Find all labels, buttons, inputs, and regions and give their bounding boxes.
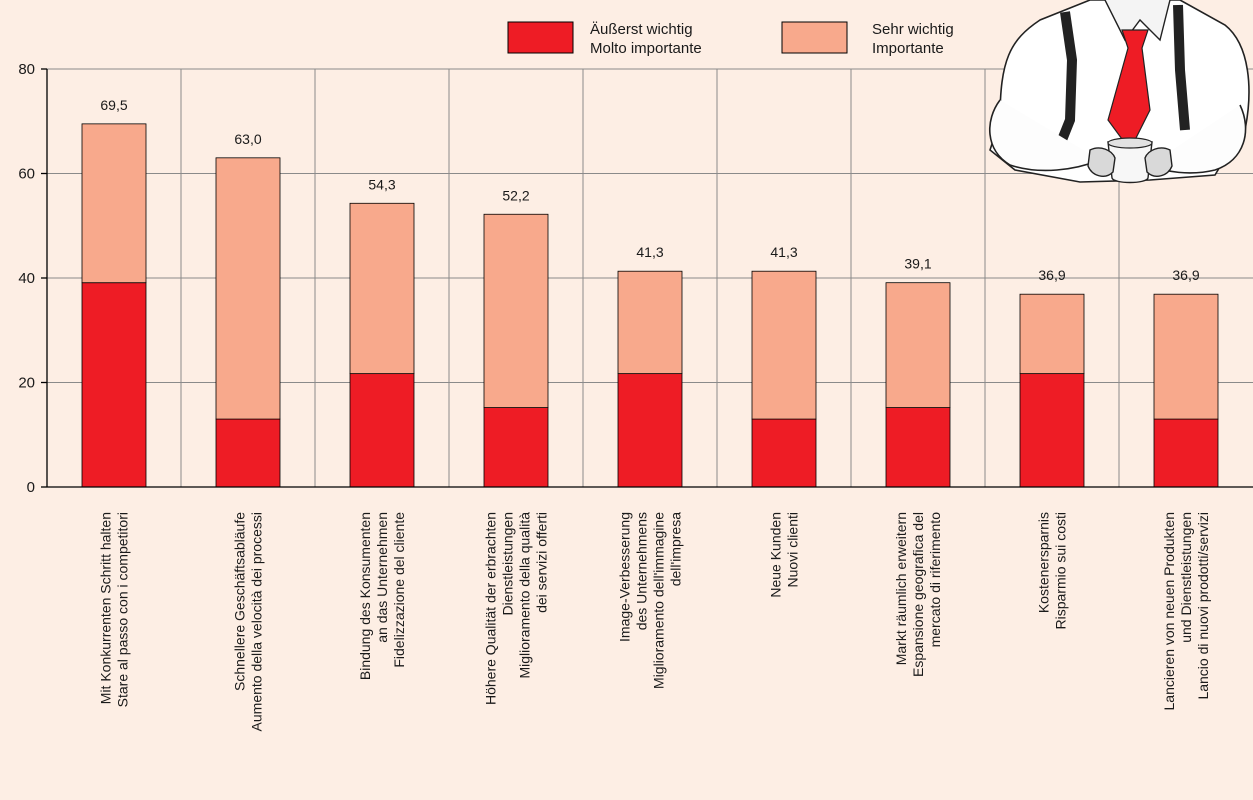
- bar-very-important-5: [751, 270, 817, 420]
- category-label-3: Höhere Qualität der erbrachten Dienstleis…: [483, 512, 550, 705]
- category-label-7: Kostenersparnis Risparmio sui costi: [1036, 512, 1069, 629]
- value-label-6: 39,1: [904, 256, 931, 272]
- left-hand: [1087, 147, 1116, 177]
- bar-very-important-2: [349, 202, 415, 375]
- legend-swatch-extremely-important: [507, 21, 574, 54]
- right-hand: [1144, 147, 1173, 177]
- category-label-7-line-1: Risparmio sui costi: [1053, 512, 1069, 629]
- category-label-5: Neue Kunden Nuovi clienti: [768, 512, 801, 598]
- red-tie: [1107, 29, 1151, 152]
- bar-very-important-3: [483, 213, 549, 408]
- bar-extremely-important-5: [751, 418, 817, 488]
- cup-icon: [1107, 141, 1153, 184]
- value-label-7: 36,9: [1038, 267, 1065, 283]
- left-suspender: [1053, 11, 1078, 152]
- man-with-red-tie-illustration: [989, 0, 1250, 184]
- category-label-2-line-2: Fidelizzazione del cliente: [391, 512, 407, 668]
- category-label-1: Schnellere Geschäftsabläufe Aumento della…: [232, 512, 265, 732]
- category-label-6-line-0: Markt räumlich erweitern: [893, 512, 909, 665]
- category-label-4-line-0: Image-Verbesserung: [617, 512, 633, 642]
- category-label-8-line-0: Lancieren von neuen Produkten: [1161, 512, 1177, 710]
- category-label-5-line-0: Neue Kunden: [768, 512, 784, 598]
- bar-extremely-important-4: [617, 373, 683, 488]
- legend-swatch-very-important: [781, 21, 848, 54]
- legend-label-very-important-it: Importante: [872, 40, 944, 57]
- category-label-0: Mit Konkurrenten Schritt halten Stare al …: [98, 512, 131, 707]
- category-label-1-line-1: Aumento della velocità dei processi: [249, 512, 265, 731]
- legend-label-extremely-important-de: Äußerst wichtig: [590, 21, 693, 38]
- category-label-5-line-1: Nuovi clienti: [785, 512, 801, 587]
- right-suspender: [1173, 4, 1190, 131]
- bar-extremely-important-3: [483, 407, 549, 488]
- y-tick-label-1: 20: [18, 375, 35, 392]
- category-label-6: Markt räumlich erweitern Espansione geogr…: [893, 512, 943, 677]
- bar-extremely-important-7: [1019, 373, 1085, 488]
- category-label-4-line-1: des Unternehmens: [634, 512, 650, 630]
- value-label-3: 52,2: [502, 187, 529, 203]
- value-label-5: 41,3: [770, 244, 797, 260]
- bar-very-important-1: [215, 157, 281, 420]
- category-label-8-line-2: Lancio di nuovi prodotti/servizi: [1195, 512, 1211, 700]
- bar-very-important-4: [617, 270, 683, 375]
- y-tick-label-2: 40: [18, 270, 35, 287]
- value-label-0: 69,5: [100, 97, 127, 113]
- category-label-3-line-2: Miglioramento della qualità: [517, 512, 533, 679]
- left-arm: [989, 99, 1101, 172]
- value-labels: 69,5 63,0 54,3 52,2 41,3 41,3 39,1 36,9 36,9: [100, 97, 1199, 283]
- legend: Äußerst wichtig Molto importante Sehr wi…: [507, 21, 954, 57]
- category-label-2-line-1: an das Unternehmen: [374, 512, 390, 643]
- bar-very-important-8: [1153, 293, 1219, 420]
- bars: [81, 123, 1219, 488]
- category-label-2-line-0: Bindung des Konsumenten: [357, 512, 373, 680]
- category-label-4-line-3: dell'impresa: [668, 512, 684, 586]
- category-label-2: Bindung des Konsumenten an das Unternehme…: [357, 512, 407, 680]
- legend-label-very-important-de: Sehr wichtig: [872, 21, 954, 38]
- value-label-4: 41,3: [636, 244, 663, 260]
- category-label-6-line-1: Espansione geografica del: [910, 512, 926, 677]
- category-label-6-line-2: mercato di riferimento: [927, 512, 943, 648]
- category-label-0-line-1: Stare al passo con i competitori: [115, 512, 131, 707]
- bar-extremely-important-2: [349, 373, 415, 488]
- value-label-1: 63,0: [234, 131, 261, 147]
- category-label-3-line-1: Dienstleistungen: [500, 512, 516, 616]
- bar-extremely-important-1: [215, 418, 281, 488]
- cup-rim: [1107, 137, 1153, 149]
- category-label-3-line-3: dei servizi offerti: [534, 512, 550, 613]
- bar-extremely-important-8: [1153, 418, 1219, 488]
- y-tick-label-3: 60: [18, 166, 35, 183]
- bar-extremely-important-0: [81, 282, 147, 488]
- category-labels: Mit Konkurrenten Schritt halten Stare al …: [98, 512, 1212, 732]
- bar-extremely-important-6: [885, 407, 951, 488]
- y-tick-label-0: 0: [27, 479, 35, 496]
- collar-shape: [1104, 0, 1171, 42]
- category-label-0-line-0: Mit Konkurrenten Schritt halten: [98, 512, 114, 704]
- y-tick-labels: 0 20 40 60 80: [18, 61, 35, 496]
- bar-very-important-6: [885, 282, 951, 408]
- bar-very-important-7: [1019, 293, 1085, 375]
- y-tick-label-4: 80: [18, 61, 35, 78]
- category-label-3-line-0: Höhere Qualität der erbrachten: [483, 512, 499, 705]
- category-label-7-line-0: Kostenersparnis: [1036, 512, 1052, 613]
- category-label-4: Image-Verbesserung des Unternehmens Miglio…: [617, 512, 684, 689]
- category-label-1-line-0: Schnellere Geschäftsabläufe: [232, 512, 248, 691]
- legend-label-extremely-important-it: Molto importante: [590, 40, 702, 57]
- category-label-8: Lancieren von neuen Produkten und Dienstl…: [1161, 512, 1211, 710]
- axes: [41, 68, 1253, 488]
- category-label-4-line-2: Miglioramento dell'immagine: [651, 512, 667, 689]
- value-label-2: 54,3: [368, 176, 395, 192]
- category-label-8-line-1: und Dienstleistungen: [1178, 512, 1194, 643]
- bar-very-important-0: [81, 123, 147, 284]
- value-label-8: 36,9: [1172, 267, 1199, 283]
